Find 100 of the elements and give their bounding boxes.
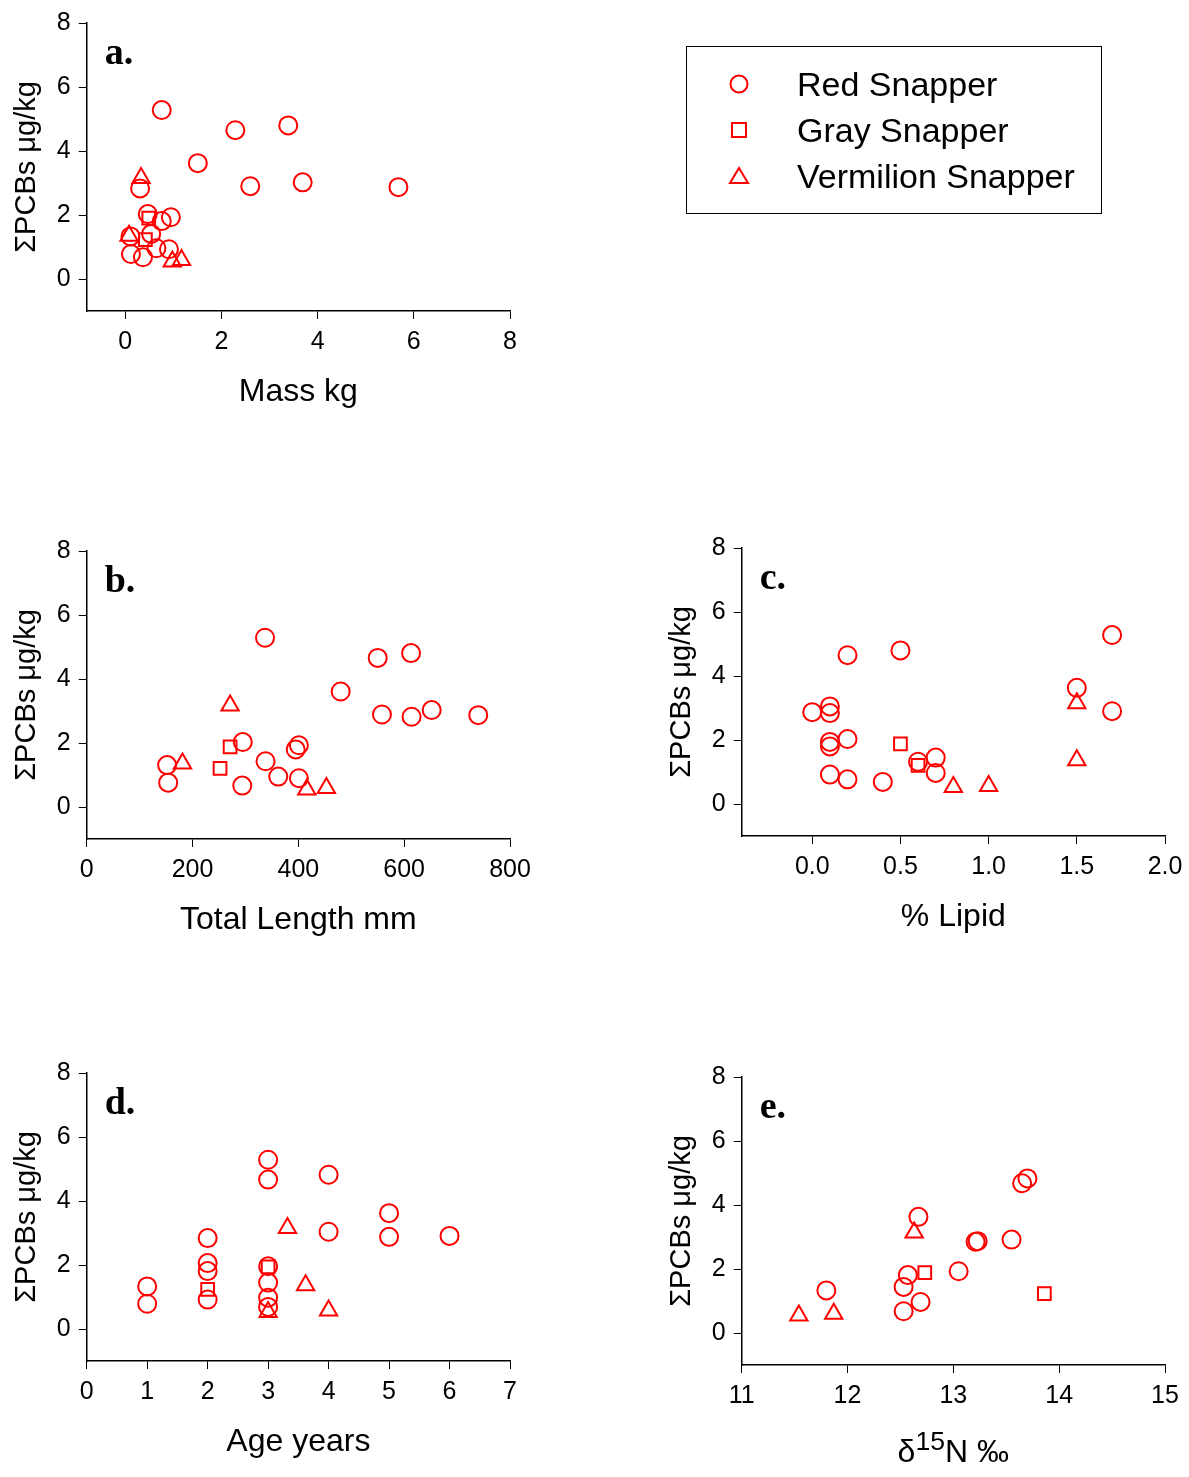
point xyxy=(943,776,964,794)
y-tick-label: 2 xyxy=(56,1248,71,1277)
point xyxy=(819,696,840,717)
y-axis-title: ΣPCBs μg/kg xyxy=(664,1135,697,1307)
y-tick-label: 4 xyxy=(711,1188,726,1217)
point xyxy=(288,768,309,789)
x-tick-label: 2 xyxy=(200,1375,215,1404)
x-tick-label: 15 xyxy=(1151,1379,1179,1408)
point xyxy=(401,643,422,664)
point xyxy=(120,226,141,247)
legend-label: Gray Snapper xyxy=(797,110,1009,150)
point xyxy=(197,1289,218,1310)
point xyxy=(819,731,840,752)
point xyxy=(318,1164,339,1185)
point xyxy=(421,700,442,721)
point xyxy=(379,1203,400,1224)
point xyxy=(819,703,840,724)
x-axis-title: δ$^{15}$N ‰ xyxy=(897,1426,1010,1470)
point xyxy=(157,755,178,776)
y-axis-title: ΣPCBs μg/kg xyxy=(9,81,42,253)
point xyxy=(837,729,858,750)
point xyxy=(120,244,141,265)
point xyxy=(388,177,409,198)
y-tick-label: 4 xyxy=(56,662,71,691)
point xyxy=(137,1293,158,1314)
point xyxy=(318,1299,339,1317)
annotation: c. xyxy=(759,554,787,597)
point xyxy=(893,1301,914,1322)
point xyxy=(893,1276,914,1297)
x-tick-label: 0.0 xyxy=(794,850,830,879)
y-tick-label: 0 xyxy=(56,262,71,291)
annotation: a. xyxy=(104,29,134,72)
x-tick-label: 1.0 xyxy=(971,850,1007,879)
y-tick-label: 6 xyxy=(711,595,726,624)
point xyxy=(130,178,151,199)
x-tick-label: 7 xyxy=(503,1375,517,1404)
y-axis-title: ΣPCBs μg/kg xyxy=(664,606,697,778)
point xyxy=(137,1276,158,1297)
legend-label: Vermilion Snapper xyxy=(797,156,1075,196)
point xyxy=(197,1261,218,1282)
point xyxy=(258,1272,279,1293)
point xyxy=(278,115,299,136)
x-tick-label: 800 xyxy=(489,853,531,882)
y-tick-label: 0 xyxy=(711,787,726,816)
point xyxy=(872,771,893,792)
point xyxy=(197,1253,218,1274)
point xyxy=(225,120,246,141)
point xyxy=(1001,1229,1022,1250)
point xyxy=(137,204,158,225)
point xyxy=(910,757,926,773)
point xyxy=(897,1265,918,1286)
y-tick-label: 8 xyxy=(56,6,71,35)
y-tick-label: 8 xyxy=(711,1060,726,1089)
x-tick-label: 0.5 xyxy=(883,850,918,879)
point xyxy=(187,153,208,174)
y-tick-label: 8 xyxy=(56,534,71,563)
point xyxy=(132,247,153,268)
y-tick-label: 8 xyxy=(711,531,726,560)
x-tick-label: 2 xyxy=(214,325,229,354)
y-tick-label: 2 xyxy=(711,1252,726,1281)
x-tick-label: 400 xyxy=(277,853,320,882)
point xyxy=(837,769,858,790)
legend-label: Red Snapper xyxy=(797,64,998,104)
point xyxy=(401,706,422,727)
point xyxy=(908,751,929,772)
point xyxy=(151,100,172,121)
x-tick-label: 3 xyxy=(261,1375,276,1404)
point xyxy=(978,775,999,793)
point xyxy=(1102,701,1123,722)
point xyxy=(948,1261,969,1282)
point xyxy=(890,640,911,661)
y-tick-label: 0 xyxy=(56,790,71,819)
x-tick-label: 200 xyxy=(171,853,214,882)
point xyxy=(1017,1168,1038,1189)
point xyxy=(160,207,181,228)
y-tick-label: 2 xyxy=(56,198,71,227)
point xyxy=(837,645,858,666)
x-tick-label: 0 xyxy=(79,1375,94,1404)
x-tick-label: 4 xyxy=(310,325,325,354)
point xyxy=(908,1206,929,1227)
x-axis-title: Mass kg xyxy=(238,372,358,409)
x-tick-label: 0 xyxy=(118,325,133,354)
point xyxy=(158,239,179,260)
y-tick-label: 6 xyxy=(56,598,71,627)
point xyxy=(222,739,238,755)
point xyxy=(240,176,261,197)
y-tick-label: 4 xyxy=(56,134,71,163)
point xyxy=(258,1287,279,1308)
point xyxy=(197,1228,218,1249)
y-tick-label: 0 xyxy=(56,1312,71,1341)
x-tick-label: 13 xyxy=(939,1379,968,1408)
point xyxy=(439,1225,460,1246)
y-tick-label: 8 xyxy=(56,1056,71,1085)
x-tick-label: 14 xyxy=(1045,1379,1074,1408)
y-tick-label: 0 xyxy=(711,1316,726,1345)
x-tick-label: 4 xyxy=(321,1375,336,1404)
point xyxy=(232,775,253,796)
x-tick-label: 600 xyxy=(383,853,426,882)
point xyxy=(318,1221,339,1242)
point xyxy=(258,1149,279,1170)
